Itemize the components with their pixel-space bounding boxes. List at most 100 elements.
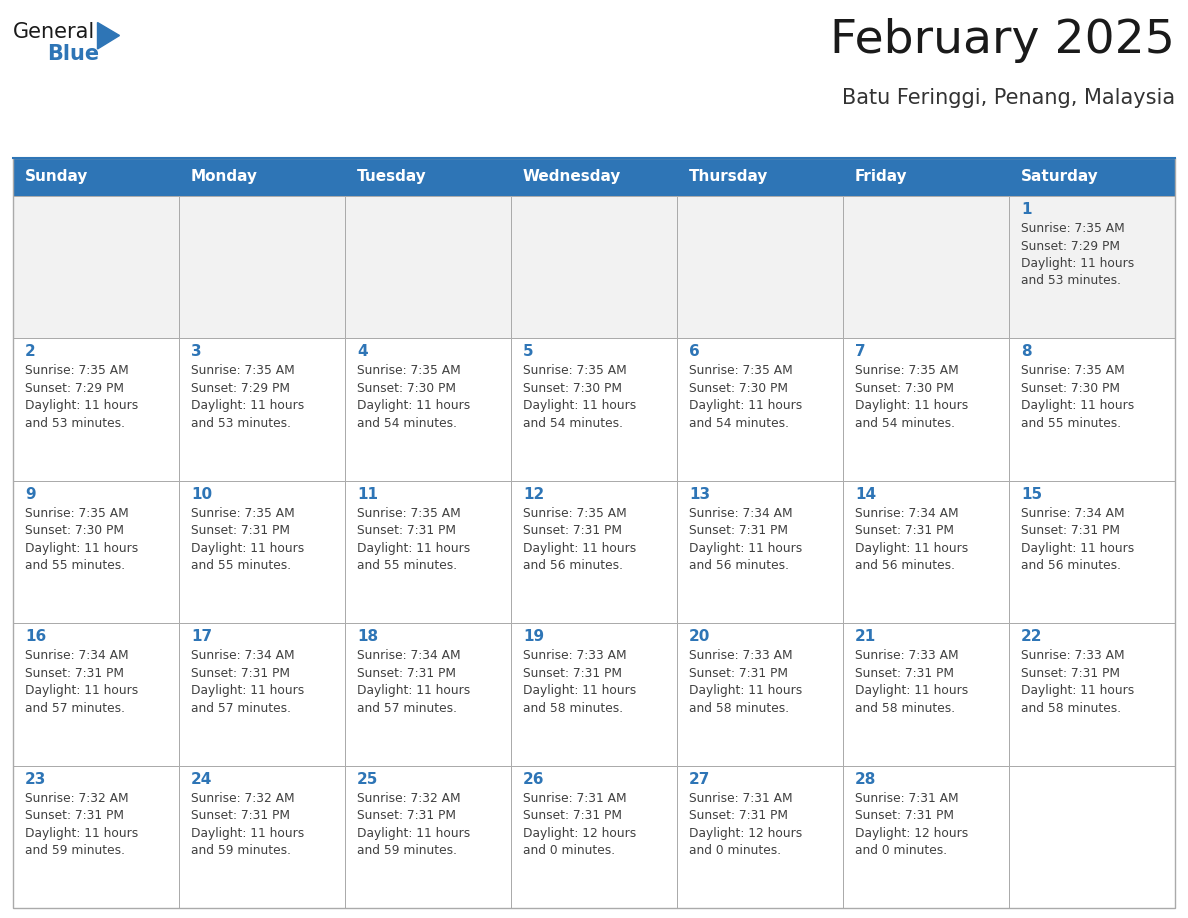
Text: 10: 10 bbox=[191, 487, 213, 502]
Bar bbox=[13, 766, 179, 908]
Text: Daylight: 11 hours: Daylight: 11 hours bbox=[523, 684, 637, 697]
Bar bbox=[1009, 339, 1175, 481]
Text: 23: 23 bbox=[25, 772, 46, 787]
Text: Daylight: 12 hours: Daylight: 12 hours bbox=[689, 826, 802, 840]
Text: February 2025: February 2025 bbox=[830, 18, 1175, 63]
Text: Sunrise: 7:35 AM: Sunrise: 7:35 AM bbox=[25, 364, 128, 377]
Text: Daylight: 11 hours: Daylight: 11 hours bbox=[191, 684, 304, 697]
Text: and 55 minutes.: and 55 minutes. bbox=[358, 559, 457, 572]
Text: 4: 4 bbox=[358, 344, 367, 360]
Bar bbox=[1009, 481, 1175, 623]
Text: Sunrise: 7:35 AM: Sunrise: 7:35 AM bbox=[855, 364, 959, 377]
Text: Sunrise: 7:35 AM: Sunrise: 7:35 AM bbox=[689, 364, 792, 377]
Text: and 53 minutes.: and 53 minutes. bbox=[25, 417, 125, 430]
Bar bbox=[511, 481, 677, 623]
Text: Sunset: 7:31 PM: Sunset: 7:31 PM bbox=[523, 524, 623, 537]
Text: Daylight: 11 hours: Daylight: 11 hours bbox=[855, 399, 968, 412]
Text: and 0 minutes.: and 0 minutes. bbox=[523, 844, 615, 857]
Text: Daylight: 11 hours: Daylight: 11 hours bbox=[689, 542, 802, 554]
Text: Daylight: 11 hours: Daylight: 11 hours bbox=[25, 399, 138, 412]
Bar bbox=[13, 623, 179, 766]
Text: Daylight: 11 hours: Daylight: 11 hours bbox=[1020, 257, 1135, 270]
Text: and 59 minutes.: and 59 minutes. bbox=[25, 844, 125, 857]
Text: 5: 5 bbox=[523, 344, 533, 360]
Text: Sunrise: 7:35 AM: Sunrise: 7:35 AM bbox=[191, 364, 295, 377]
Text: Thursday: Thursday bbox=[689, 170, 769, 185]
Bar bbox=[511, 339, 677, 481]
Bar bbox=[1009, 196, 1175, 339]
Text: and 55 minutes.: and 55 minutes. bbox=[25, 559, 125, 572]
Text: and 58 minutes.: and 58 minutes. bbox=[689, 701, 789, 715]
Text: 17: 17 bbox=[191, 629, 213, 644]
Text: and 57 minutes.: and 57 minutes. bbox=[358, 701, 457, 715]
Bar bbox=[179, 481, 345, 623]
Text: Sunset: 7:29 PM: Sunset: 7:29 PM bbox=[25, 382, 124, 395]
Polygon shape bbox=[97, 23, 120, 49]
Text: and 59 minutes.: and 59 minutes. bbox=[358, 844, 457, 857]
Text: Sunset: 7:31 PM: Sunset: 7:31 PM bbox=[1020, 524, 1120, 537]
Bar bbox=[345, 481, 511, 623]
Text: Daylight: 11 hours: Daylight: 11 hours bbox=[1020, 542, 1135, 554]
Text: 27: 27 bbox=[689, 772, 710, 787]
Text: Sunset: 7:31 PM: Sunset: 7:31 PM bbox=[191, 524, 290, 537]
Text: Daylight: 11 hours: Daylight: 11 hours bbox=[1020, 684, 1135, 697]
Text: Sunrise: 7:35 AM: Sunrise: 7:35 AM bbox=[1020, 364, 1125, 377]
Text: Sunset: 7:31 PM: Sunset: 7:31 PM bbox=[523, 666, 623, 679]
Text: 9: 9 bbox=[25, 487, 36, 502]
Text: 15: 15 bbox=[1020, 487, 1042, 502]
Text: and 56 minutes.: and 56 minutes. bbox=[855, 559, 955, 572]
Text: Daylight: 12 hours: Daylight: 12 hours bbox=[523, 826, 637, 840]
Bar bbox=[511, 766, 677, 908]
Text: 26: 26 bbox=[523, 772, 544, 787]
Bar bbox=[179, 766, 345, 908]
Text: Daylight: 11 hours: Daylight: 11 hours bbox=[358, 542, 470, 554]
Text: Sunrise: 7:34 AM: Sunrise: 7:34 AM bbox=[25, 649, 128, 662]
Text: Batu Feringgi, Penang, Malaysia: Batu Feringgi, Penang, Malaysia bbox=[842, 88, 1175, 108]
Text: Sunrise: 7:31 AM: Sunrise: 7:31 AM bbox=[523, 791, 626, 804]
Bar bbox=[179, 196, 345, 339]
Text: and 54 minutes.: and 54 minutes. bbox=[358, 417, 457, 430]
Text: Daylight: 12 hours: Daylight: 12 hours bbox=[855, 826, 968, 840]
Text: 28: 28 bbox=[855, 772, 877, 787]
Bar bbox=[13, 481, 179, 623]
Text: Sunrise: 7:33 AM: Sunrise: 7:33 AM bbox=[1020, 649, 1125, 662]
Text: Sunset: 7:30 PM: Sunset: 7:30 PM bbox=[25, 524, 124, 537]
Text: Sunrise: 7:35 AM: Sunrise: 7:35 AM bbox=[1020, 222, 1125, 235]
Text: 20: 20 bbox=[689, 629, 710, 644]
Text: Sunrise: 7:31 AM: Sunrise: 7:31 AM bbox=[689, 791, 792, 804]
Text: and 55 minutes.: and 55 minutes. bbox=[191, 559, 291, 572]
Bar bbox=[13, 196, 179, 339]
Text: Sunrise: 7:32 AM: Sunrise: 7:32 AM bbox=[25, 791, 128, 804]
Text: Sunrise: 7:34 AM: Sunrise: 7:34 AM bbox=[855, 507, 959, 520]
Text: Sunset: 7:31 PM: Sunset: 7:31 PM bbox=[855, 809, 954, 823]
Text: Daylight: 11 hours: Daylight: 11 hours bbox=[25, 826, 138, 840]
Text: and 58 minutes.: and 58 minutes. bbox=[1020, 701, 1121, 715]
Text: and 53 minutes.: and 53 minutes. bbox=[191, 417, 291, 430]
Text: Sunset: 7:29 PM: Sunset: 7:29 PM bbox=[191, 382, 290, 395]
Bar bbox=[13, 158, 1175, 908]
Text: Sunset: 7:31 PM: Sunset: 7:31 PM bbox=[689, 666, 788, 679]
Text: Sunset: 7:31 PM: Sunset: 7:31 PM bbox=[358, 666, 456, 679]
Text: Monday: Monday bbox=[191, 170, 258, 185]
Text: and 58 minutes.: and 58 minutes. bbox=[855, 701, 955, 715]
Text: and 58 minutes.: and 58 minutes. bbox=[523, 701, 624, 715]
Text: Daylight: 11 hours: Daylight: 11 hours bbox=[358, 684, 470, 697]
Text: Sunrise: 7:34 AM: Sunrise: 7:34 AM bbox=[1020, 507, 1125, 520]
Bar bbox=[843, 766, 1009, 908]
Text: Sunset: 7:31 PM: Sunset: 7:31 PM bbox=[358, 809, 456, 823]
Text: Daylight: 11 hours: Daylight: 11 hours bbox=[689, 684, 802, 697]
Text: Sunset: 7:31 PM: Sunset: 7:31 PM bbox=[855, 524, 954, 537]
Text: and 55 minutes.: and 55 minutes. bbox=[1020, 417, 1121, 430]
Text: and 57 minutes.: and 57 minutes. bbox=[25, 701, 125, 715]
Text: and 54 minutes.: and 54 minutes. bbox=[523, 417, 623, 430]
Bar bbox=[843, 196, 1009, 339]
Text: Sunset: 7:30 PM: Sunset: 7:30 PM bbox=[358, 382, 456, 395]
Text: 1: 1 bbox=[1020, 202, 1031, 217]
Bar bbox=[843, 623, 1009, 766]
Text: 3: 3 bbox=[191, 344, 202, 360]
Text: 7: 7 bbox=[855, 344, 866, 360]
Text: Sunset: 7:30 PM: Sunset: 7:30 PM bbox=[1020, 382, 1120, 395]
Bar bbox=[13, 158, 1175, 196]
Text: and 54 minutes.: and 54 minutes. bbox=[689, 417, 789, 430]
Bar bbox=[843, 339, 1009, 481]
